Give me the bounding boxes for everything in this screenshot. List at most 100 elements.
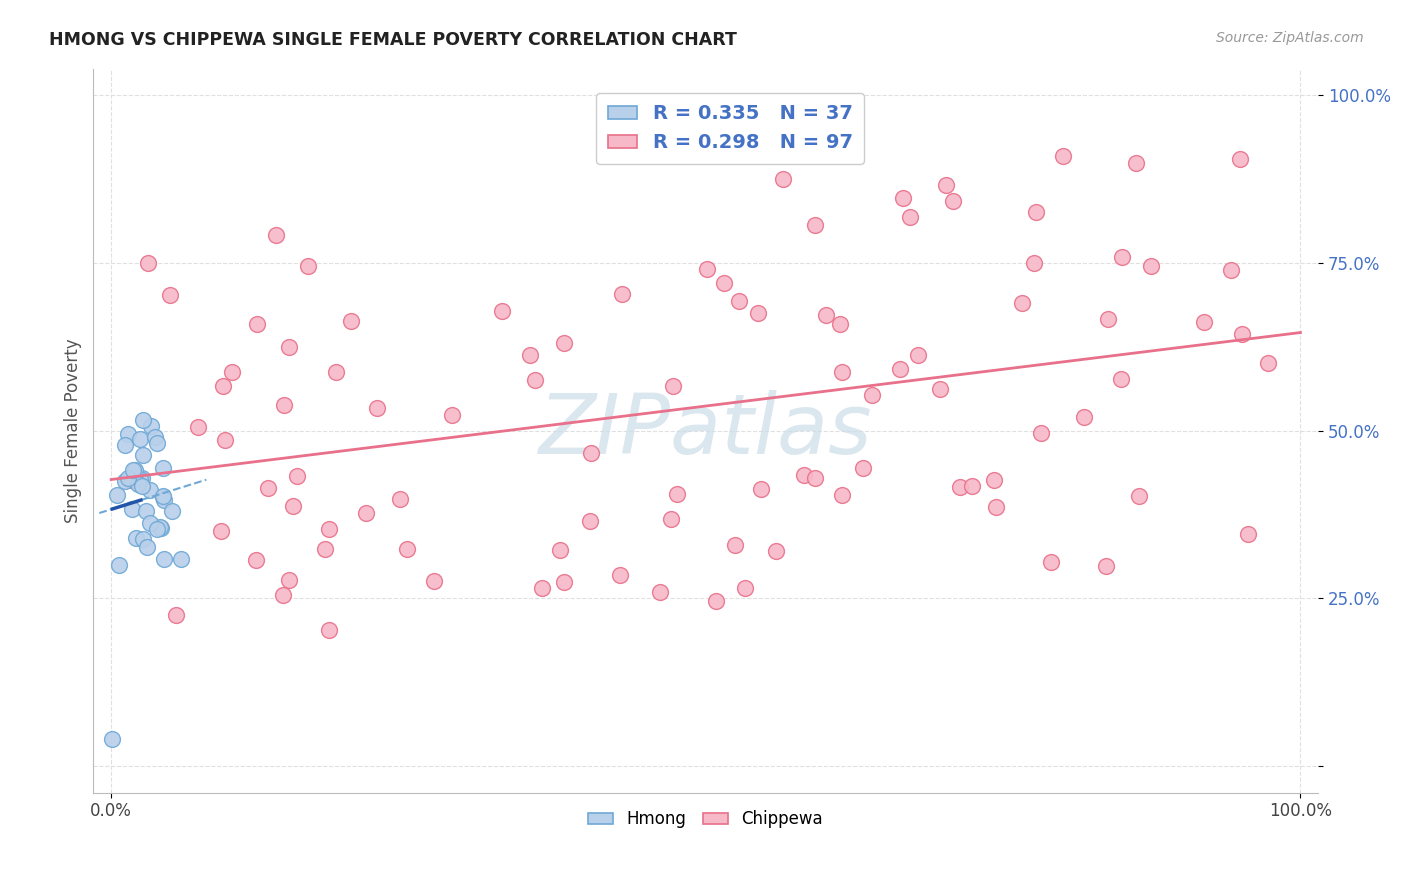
Point [114, 474, 136, 488]
Point [340, 314, 363, 328]
Point [152, 491, 174, 505]
Point [929, 382, 952, 396]
Point [749, 483, 772, 497]
Point [143, 430, 166, 444]
Point [423, 574, 446, 588]
Point [553, 336, 575, 351]
Point [159, 288, 181, 302]
Point [128, 432, 150, 446]
Y-axis label: Single Female Poverty: Single Female Poverty [65, 338, 82, 523]
Point [772, 172, 794, 186]
Point [765, 544, 787, 558]
Point [152, 461, 174, 475]
Point [860, 388, 883, 402]
Point [803, 471, 825, 485]
Point [1257, 356, 1279, 370]
Point [1025, 205, 1047, 219]
Point [960, 479, 983, 493]
Point [366, 401, 388, 416]
Point [221, 365, 243, 379]
Point [277, 573, 299, 587]
Point [101, 731, 124, 746]
Point [1029, 425, 1052, 440]
Point [948, 480, 970, 494]
Point [388, 491, 411, 506]
Point [935, 178, 957, 193]
Point [139, 419, 162, 434]
Point [325, 365, 347, 379]
Text: ZIP​atlas: ZIP​atlas [538, 390, 873, 471]
Point [271, 588, 294, 602]
Point [523, 374, 546, 388]
Point [553, 574, 575, 589]
Point [830, 317, 852, 331]
Point [152, 493, 174, 508]
Point [1140, 259, 1163, 273]
Point [131, 532, 153, 546]
Point [609, 568, 631, 582]
Point [277, 341, 299, 355]
Point [889, 362, 911, 376]
Point [814, 308, 837, 322]
Point [898, 210, 921, 224]
Point [1229, 152, 1251, 166]
Point [1109, 372, 1132, 386]
Point [160, 504, 183, 518]
Point [441, 408, 464, 422]
Point [1194, 315, 1216, 329]
Point [129, 473, 152, 487]
Point [804, 218, 827, 232]
Point [1111, 250, 1133, 264]
Point [114, 438, 136, 452]
Point [548, 543, 571, 558]
Point [648, 585, 671, 599]
Point [283, 499, 305, 513]
Text: HMONG VS CHIPPEWA SINGLE FEMALE POVERTY CORRELATION CHART: HMONG VS CHIPPEWA SINGLE FEMALE POVERTY … [49, 31, 737, 49]
Point [610, 286, 633, 301]
Point [170, 552, 193, 566]
Point [531, 581, 554, 595]
Point [245, 553, 267, 567]
Point [187, 420, 209, 434]
Point [723, 538, 745, 552]
Point [132, 412, 155, 426]
Point [831, 488, 853, 502]
Point [1128, 489, 1150, 503]
Point [1097, 312, 1119, 326]
Point [211, 379, 233, 393]
Point [125, 531, 148, 545]
Point [145, 435, 167, 450]
Point [136, 256, 159, 270]
Point [491, 303, 513, 318]
Point [665, 486, 688, 500]
Point [135, 504, 157, 518]
Point [704, 594, 727, 608]
Point [1237, 526, 1260, 541]
Point [1052, 149, 1074, 163]
Point [209, 524, 232, 538]
Point [696, 261, 718, 276]
Point [1011, 295, 1033, 310]
Point [983, 473, 1005, 487]
Point [120, 473, 142, 487]
Point [852, 461, 875, 475]
Point [986, 500, 1008, 514]
Point [793, 468, 815, 483]
Point [150, 521, 173, 535]
Point [122, 462, 145, 476]
Point [659, 512, 682, 526]
Point [153, 551, 176, 566]
Point [131, 479, 153, 493]
Point [1073, 409, 1095, 424]
Point [121, 502, 143, 516]
Point [1039, 555, 1062, 569]
Point [273, 398, 295, 412]
Point [579, 514, 602, 528]
Point [581, 445, 603, 459]
Point [136, 540, 159, 554]
Point [132, 448, 155, 462]
Point [108, 558, 131, 572]
Point [152, 489, 174, 503]
Point [117, 427, 139, 442]
Point [105, 487, 128, 501]
